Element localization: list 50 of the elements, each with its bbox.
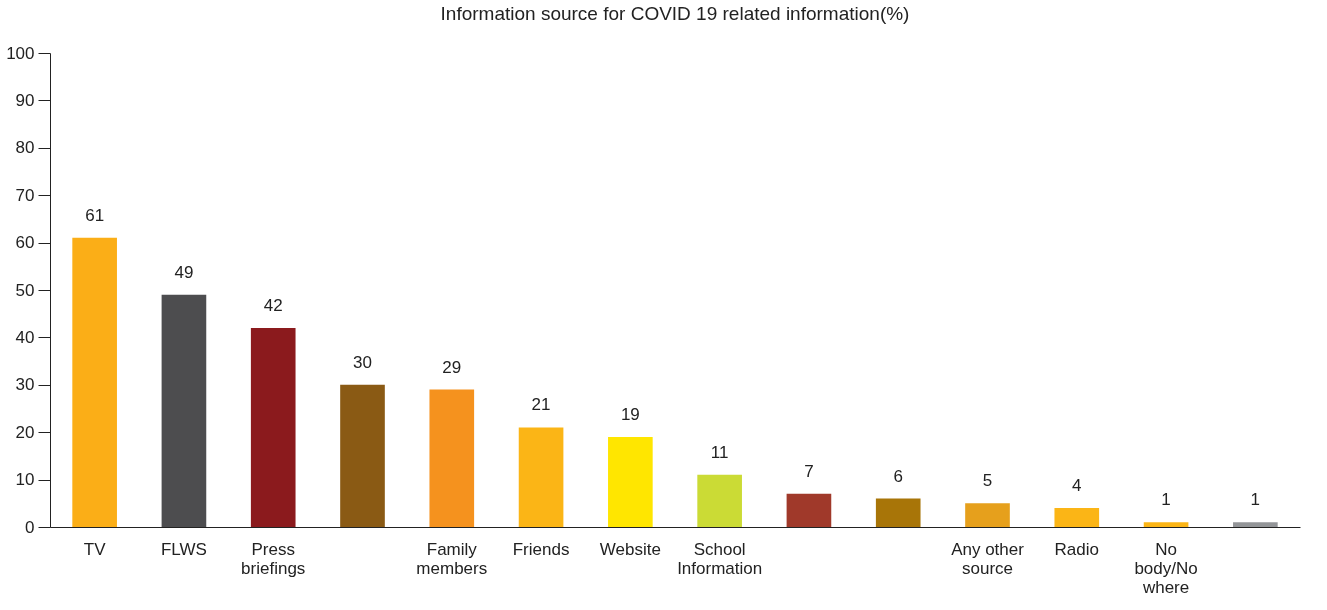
y-tick-label: 30 — [15, 375, 35, 395]
chart-title: Information source for COVID 19 related information(%) — [440, 3, 910, 24]
bar — [697, 474, 742, 527]
bar — [786, 493, 832, 527]
y-tick-label: 0 — [25, 517, 35, 537]
y-tick-label: 80 — [15, 138, 35, 158]
x-tick-label: Family members — [416, 539, 488, 578]
bar — [518, 427, 564, 527]
data-label: 42 — [263, 295, 283, 315]
data-label: 4 — [1072, 476, 1082, 496]
bar — [1143, 522, 1189, 527]
bar — [250, 327, 296, 527]
x-tick-label: TV — [83, 539, 107, 559]
data-label: 61 — [85, 205, 105, 225]
y-tick-label: 40 — [15, 327, 35, 347]
bar — [1233, 522, 1278, 527]
y-tick-label: 10 — [15, 470, 35, 490]
x-tick-label: Radio — [1054, 539, 1099, 559]
y-tick-label: 20 — [15, 422, 35, 442]
y-tick-label: 50 — [15, 280, 35, 300]
data-label: 7 — [804, 461, 814, 481]
data-label: 1 — [1161, 490, 1171, 510]
data-label: 5 — [982, 471, 993, 491]
x-tick-label: Website — [599, 539, 661, 559]
data-label: 11 — [710, 442, 729, 462]
data-label: 29 — [442, 357, 462, 377]
x-tick-label: No body/No where — [1134, 539, 1198, 597]
x-tick-label: Any other source — [951, 539, 1025, 578]
data-label: 30 — [353, 352, 372, 372]
x-tick-label: Press briefings — [241, 539, 306, 578]
data-label: 19 — [620, 404, 640, 424]
y-tick-label: 70 — [15, 185, 35, 205]
y-tick-label: 100 — [6, 43, 35, 63]
data-label: 6 — [893, 466, 903, 486]
y-tick-label: 90 — [15, 90, 35, 110]
x-tick-label: School Information — [677, 539, 763, 578]
data-label: 1 — [1250, 490, 1261, 510]
x-tick-label: Friends — [512, 539, 570, 559]
bar — [965, 503, 1010, 527]
bar — [608, 436, 653, 527]
y-tick-label: 60 — [15, 233, 35, 253]
x-tick-label: FLWS — [160, 539, 207, 559]
bar — [1054, 508, 1100, 527]
bar — [161, 294, 207, 527]
bar — [875, 498, 921, 527]
data-label: 21 — [531, 395, 551, 415]
data-label: 49 — [174, 262, 194, 282]
bar — [72, 237, 117, 527]
bar — [340, 384, 385, 527]
bar — [429, 389, 475, 527]
